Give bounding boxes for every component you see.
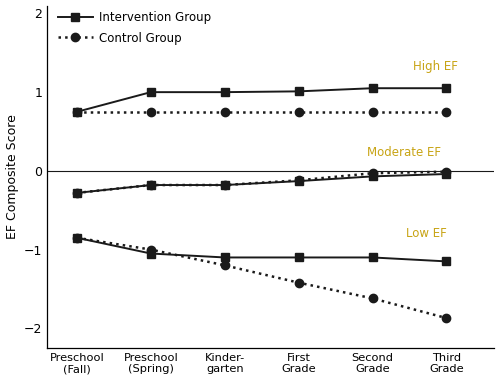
Control Group bbox=[74, 109, 80, 114]
Intervention Group bbox=[444, 86, 450, 90]
Intervention Group bbox=[222, 90, 228, 94]
Control Group bbox=[148, 109, 154, 114]
Intervention Group bbox=[296, 89, 302, 93]
Control Group bbox=[370, 109, 376, 114]
Line: Control Group: Control Group bbox=[72, 108, 450, 116]
Line: Intervention Group: Intervention Group bbox=[73, 84, 450, 116]
Intervention Group bbox=[370, 86, 376, 90]
Intervention Group bbox=[148, 90, 154, 94]
Control Group bbox=[222, 109, 228, 114]
Control Group bbox=[296, 109, 302, 114]
Text: Moderate EF: Moderate EF bbox=[366, 146, 440, 159]
Legend: Intervention Group, Control Group: Intervention Group, Control Group bbox=[58, 11, 211, 44]
Text: Low EF: Low EF bbox=[406, 227, 446, 240]
Intervention Group bbox=[74, 109, 80, 114]
Text: High EF: High EF bbox=[413, 60, 458, 73]
Y-axis label: EF Composite Score: EF Composite Score bbox=[6, 114, 18, 239]
Control Group bbox=[444, 109, 450, 114]
